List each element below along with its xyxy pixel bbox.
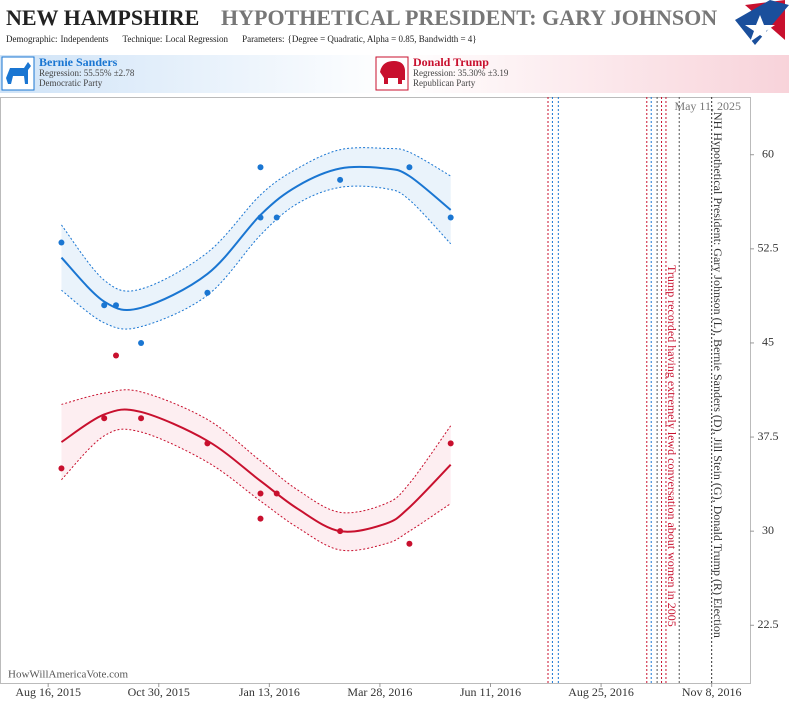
band-lower <box>61 185 452 330</box>
poll-point <box>273 490 280 497</box>
info-value: Local Regression <box>165 34 228 44</box>
x-tick-label: Jan 13, 2016 <box>239 685 300 699</box>
info-value: {Degree = Quadratic, Alpha = 0.85, Bandw… <box>288 34 477 44</box>
legend-name: Donald Trump <box>413 55 489 69</box>
poll-point <box>257 164 264 171</box>
x-tick-label: Jun 11, 2016 <box>460 685 521 699</box>
y-tick-label: 37.5 <box>758 429 779 443</box>
logo <box>730 0 789 50</box>
poll-point <box>113 302 120 309</box>
y-tick-label: 22.5 <box>758 617 779 631</box>
event-label: Trump recorded having extremely lewd con… <box>665 265 679 627</box>
x-tick-label: Aug 16, 2015 <box>15 685 81 699</box>
poll-point <box>257 214 264 221</box>
poll-point <box>447 440 454 447</box>
poll-point <box>447 214 454 221</box>
poll-point <box>406 540 413 547</box>
poll-point <box>257 515 264 522</box>
legend-bg-dem <box>0 55 394 93</box>
poll-point <box>204 440 211 447</box>
band-upper <box>61 147 451 292</box>
poll-point <box>406 164 413 171</box>
watermark: HowWillAmericaVote.com <box>8 669 128 681</box>
band-lower <box>61 428 451 552</box>
info-label: Parameters: <box>242 34 284 44</box>
poll-point <box>101 415 108 422</box>
info-label: Demographic: <box>6 34 57 44</box>
x-tick-label: Nov 8, 2016 <box>682 685 742 699</box>
poll-point <box>273 214 280 221</box>
legend-party: Republican Party <box>413 78 476 88</box>
y-tick-label: 52.5 <box>758 241 779 255</box>
date-stamp: May 11, 2025 <box>674 99 741 113</box>
legend-regression: Regression: 35.30% ±3.19 <box>413 68 509 78</box>
dem-icon <box>1 56 35 91</box>
poll-point <box>58 239 65 246</box>
legend-bg-rep <box>394 55 789 93</box>
poll-point <box>204 289 211 296</box>
x-tick-label: Mar 28, 2016 <box>347 685 412 699</box>
poll-point <box>337 528 344 535</box>
poll-point <box>113 352 120 359</box>
poll-point <box>337 176 344 183</box>
confidence-band <box>61 147 451 330</box>
poll-point <box>257 490 264 497</box>
confidence-band <box>61 389 451 551</box>
y-tick-label: 45 <box>762 335 774 349</box>
page-title: HYPOTHETICAL PRESIDENT: GARY JOHNSON <box>221 5 717 30</box>
rep-icon <box>375 56 409 91</box>
poll-point <box>138 339 145 346</box>
x-tick-label: Aug 25, 2016 <box>568 685 634 699</box>
y-tick-label: 30 <box>762 523 774 537</box>
event-label: NH Hypothetical President: Gary Johnson … <box>711 112 725 638</box>
legend-regression: Regression: 55.55% ±2.78 <box>39 68 135 78</box>
poll-point <box>138 415 145 422</box>
state-title: NEW HAMPSHIRE <box>6 5 199 30</box>
info-label: Technique: <box>122 34 162 44</box>
poll-point <box>101 302 108 309</box>
plot-frame <box>0 97 751 684</box>
poll-point <box>58 465 65 472</box>
info-value: Independents <box>60 34 108 44</box>
legend-name: Bernie Sanders <box>39 55 118 69</box>
fit-line <box>60 165 452 312</box>
y-tick-label: 60 <box>762 146 774 160</box>
legend-party: Democratic Party <box>39 78 103 88</box>
x-tick-label: Oct 30, 2015 <box>128 685 190 699</box>
